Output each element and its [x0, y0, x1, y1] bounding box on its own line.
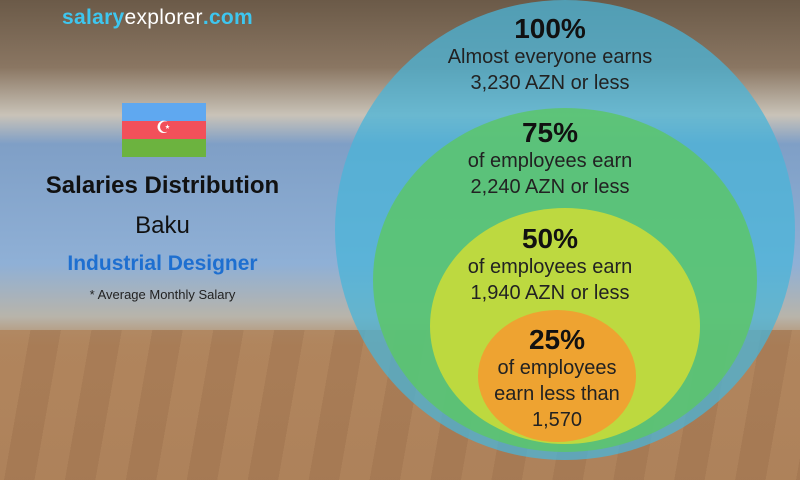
tier-percent: 25%	[528, 324, 586, 355]
tier-25: 25% of employees earn less than 1,570	[457, 325, 657, 433]
tier-50: 50% of employees earn 1,940 AZN or less	[400, 224, 700, 306]
page-title: Salaries Distribution	[45, 172, 280, 199]
tier-percent: 50%	[521, 223, 579, 254]
tier-percent: 100%	[514, 13, 586, 44]
tier-line: of employees	[497, 357, 617, 379]
tier-line: 1,940 AZN or less	[470, 282, 630, 304]
tier-percent: 75%	[521, 117, 579, 148]
tier-75: 75% of employees earn 2,240 AZN or less	[400, 118, 700, 200]
city-label: Baku	[135, 212, 190, 239]
tier-line: Almost everyone earns	[447, 46, 653, 68]
tier-line: of employees earn	[467, 150, 633, 172]
tier-line: 1,570	[531, 409, 583, 431]
salary-note: * Average Monthly Salary	[89, 287, 236, 302]
azerbaijan-flag-icon: ☪	[122, 103, 206, 157]
brand-part2: explorer	[124, 6, 203, 29]
brand-part3: .com	[202, 6, 254, 29]
tier-line: 3,230 AZN or less	[470, 72, 630, 94]
circle-25	[478, 310, 636, 442]
tier-100: 100% Almost everyone earns 3,230 AZN or …	[400, 14, 700, 96]
tier-line: of employees earn	[467, 256, 633, 278]
brand-logo: salaryexplorer.com	[62, 6, 253, 30]
job-title: Industrial Designer	[67, 252, 258, 275]
brand-part1: salary	[62, 6, 125, 29]
tier-line: 2,240 AZN or less	[470, 176, 630, 198]
tier-line: earn less than	[494, 383, 620, 405]
